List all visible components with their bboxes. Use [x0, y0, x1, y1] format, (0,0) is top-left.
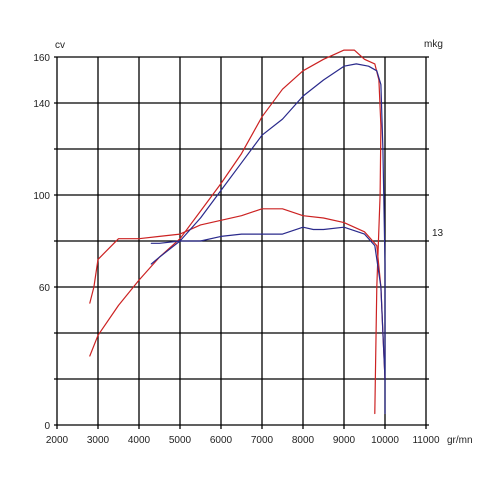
x-tick-label: 8000: [292, 435, 315, 446]
left-tick-label: 60: [39, 283, 51, 294]
x-tick-label: 11000: [412, 435, 440, 446]
x-unit-label: gr/mn: [447, 435, 473, 446]
x-tick-label: 7000: [251, 435, 274, 446]
label-layer: cv mkg gr/mn 2000 3000 4000 5000 6000 7000 800…: [33, 39, 472, 446]
left-unit-label: cv: [55, 40, 65, 51]
right-unit-label: mkg: [424, 39, 443, 50]
x-tick-label: 2000: [46, 435, 69, 446]
left-tick-label: 160: [33, 53, 50, 64]
blue-curve-3: [150, 63, 386, 415]
right-tick-label: 13: [432, 228, 444, 239]
blue-curve-4: [150, 226, 386, 380]
x-tick-label: 9000: [333, 435, 356, 446]
red-curve-1: [89, 49, 382, 415]
left-tick-label: 0: [44, 421, 50, 432]
grid-layer: [54, 56, 429, 429]
x-tick-label: 6000: [210, 435, 233, 446]
x-tick-label: 5000: [169, 435, 192, 446]
left-tick-label: 140: [33, 99, 50, 110]
x-tick-label: 3000: [87, 435, 110, 446]
x-tick-label: 4000: [128, 435, 151, 446]
red-curve-2: [89, 208, 386, 380]
left-tick-label: 100: [33, 191, 50, 202]
x-tick-label: 10000: [371, 435, 399, 446]
series-layer: [89, 49, 386, 415]
